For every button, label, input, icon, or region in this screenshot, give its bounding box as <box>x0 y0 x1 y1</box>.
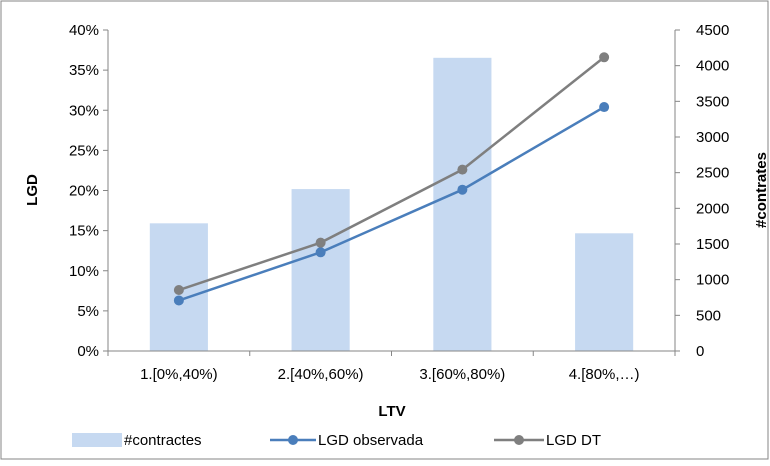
bar-contractes <box>575 233 634 351</box>
x-tick-label: 3.[60%,80%) <box>419 366 505 383</box>
labels-layer: 0% 5% 10% 15% 20% 25% 30% 35% 40% 0 500 1000 1500 200… <box>69 22 729 383</box>
left-tick-label: 0% <box>77 343 99 360</box>
legend-marker-lgd-observada <box>288 435 298 445</box>
left-tick-label: 40% <box>69 22 99 39</box>
legend-marker-lgd-dt <box>514 435 524 445</box>
lines-layer <box>173 52 610 306</box>
x-tick-label: 1.[0%,40%) <box>140 366 218 383</box>
point-lgd-observada <box>173 295 184 306</box>
point-lgd-dt <box>599 52 610 63</box>
left-tick-label: 25% <box>69 142 99 159</box>
legend-label-lgd-observada: LGD observada <box>318 432 424 449</box>
bars-layer <box>149 57 634 351</box>
point-lgd-dt <box>315 237 326 248</box>
series-line-lgd-dt <box>178 56 605 292</box>
right-tick-label: 2500 <box>696 165 729 182</box>
point-lgd-observada <box>457 184 468 195</box>
left-axis-title: LGD <box>24 174 41 206</box>
point-lgd-observada <box>315 247 326 258</box>
right-tick-label: 1500 <box>696 236 729 253</box>
left-tick-label: 30% <box>69 102 99 119</box>
right-tick-label: 3500 <box>696 93 729 110</box>
right-tick-label: 1000 <box>696 272 729 289</box>
legend-label--contractes: #contractes <box>124 432 202 449</box>
bar-contractes <box>433 57 492 351</box>
right-tick-label: 4500 <box>696 22 729 39</box>
right-tick-label: 2000 <box>696 200 729 217</box>
right-tick-label: 500 <box>696 307 721 324</box>
right-tick-label: 0 <box>696 343 704 360</box>
right-tick-label: 4000 <box>696 58 729 75</box>
left-tick-label: 35% <box>69 62 99 79</box>
point-lgd-dt <box>457 164 468 175</box>
left-tick-label: 15% <box>69 223 99 240</box>
right-axis-title: #contrates <box>753 152 770 228</box>
point-lgd-observada <box>599 102 610 113</box>
left-tick-label: 20% <box>69 183 99 200</box>
point-lgd-dt <box>173 285 184 296</box>
x-axis-title: LTV <box>378 403 405 420</box>
left-tick-label: 5% <box>77 303 99 320</box>
x-tick-label: 4.[80%,…) <box>569 366 640 383</box>
series-line-lgd-observada <box>178 105 605 302</box>
bar-contractes <box>291 189 350 351</box>
left-tick-label: 10% <box>69 263 99 280</box>
legend-label-lgd-dt: LGD DT <box>546 432 601 449</box>
legend: #contractes LGD observada LGD DT <box>72 432 601 449</box>
legend-swatch--contractes <box>72 433 122 447</box>
x-tick-label: 2.[40%,60%) <box>278 366 364 383</box>
axes-layer <box>103 29 680 356</box>
right-tick-label: 3000 <box>696 129 729 146</box>
